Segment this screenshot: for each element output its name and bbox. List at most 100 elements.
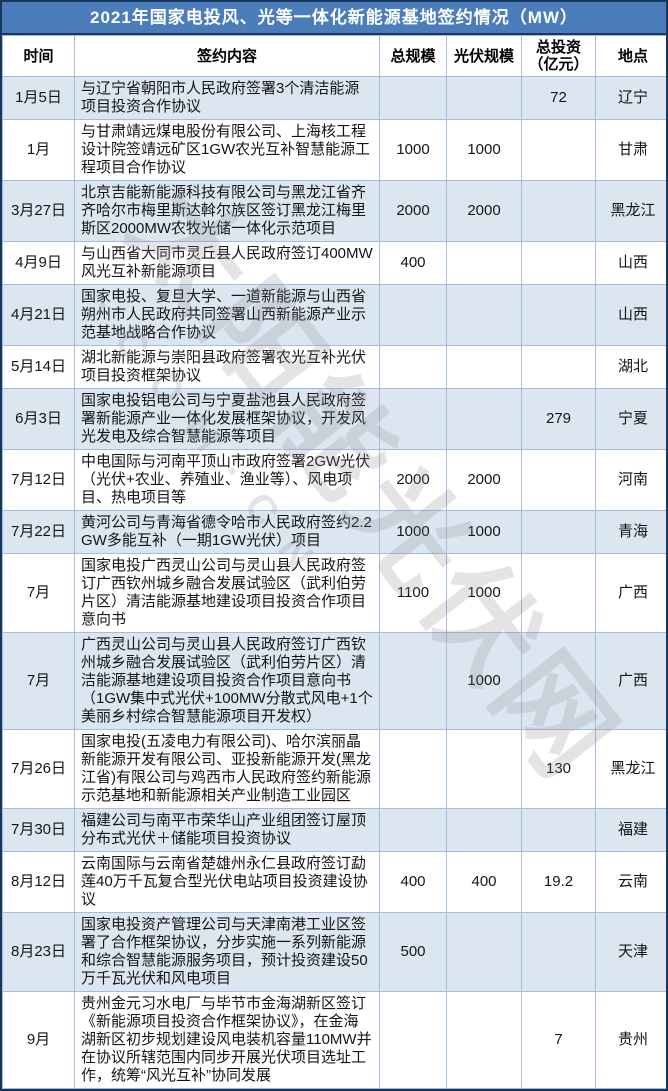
cell-content: 黄河公司与青海省德令哈市人民政府签约2.2GW多能互补（一期1GW光伏）项目 [75, 511, 380, 554]
cell-content: 中电国际与河南平顶山市政府签署2GW光伏（光伏+农业、养殖业、渔业等）、风电项目… [75, 450, 380, 511]
cell-content: 国家电投广西灵山公司与灵山县人民政府签订广西钦州城乡融合发展试验区（武利伯劳片区… [75, 554, 380, 633]
cell-content: 国家电投、复旦大学、一道新能源与山西省朔州市人民政府共同签署山西新能源产业示范基… [75, 285, 380, 346]
cell-investment [522, 346, 596, 389]
cell-investment [522, 285, 596, 346]
cell-content: 与辽宁省朝阳市人民政府签署3个清洁能源项目投资合作协议 [75, 77, 380, 120]
cell-total-scale [380, 633, 447, 730]
cell-investment [522, 120, 596, 181]
cell-pv-scale: 1000 [447, 511, 522, 554]
cell-total-scale [380, 285, 447, 346]
cell-pv-scale: 1000 [447, 554, 522, 633]
cell-total-scale: 2000 [380, 181, 447, 242]
table-row: 8月23日国家电投资产管理公司与天津南港工业区签署了合作框架协议，分步实施一系列… [3, 913, 668, 992]
header-investment: 总投资 （亿元） [522, 36, 596, 77]
cell-date: 1月 [3, 120, 75, 181]
table-row: 7月广西灵山公司与灵山县人民政府签订广西钦州城乡融合发展试验区（武利伯劳片区）清… [3, 633, 668, 730]
cell-date: 7月30日 [3, 809, 75, 852]
table-row: 7月30日福建公司与南平市荣华山产业组团签订屋顶分布式光伏＋储能项目投资协议 福建 [3, 809, 668, 852]
cell-investment: 7 [522, 992, 596, 1089]
cell-investment [522, 450, 596, 511]
cell-date: 7月22日 [3, 511, 75, 554]
cell-pv-scale [447, 992, 522, 1089]
table-row: 9月贵州金元习水电厂与毕节市金海湖新区签订《新能源项目投资合作框架协议》，在金海… [3, 992, 668, 1089]
cell-pv-scale: 2000 [447, 181, 522, 242]
cell-investment [522, 809, 596, 852]
cell-investment [522, 242, 596, 285]
cell-location: 贵州 [596, 992, 668, 1089]
cell-total-scale [380, 730, 447, 809]
cell-date: 7月26日 [3, 730, 75, 809]
cell-total-scale: 1000 [380, 511, 447, 554]
header-location: 地点 [596, 36, 668, 77]
cell-investment: 279 [522, 389, 596, 450]
cell-pv-scale [447, 809, 522, 852]
page-title: 2021年国家电投风、光等一体化新能源基地签约情况（MW） [2, 2, 666, 35]
cell-location: 山西 [596, 285, 668, 346]
cell-pv-scale: 2000 [447, 450, 522, 511]
table-header-row: 时间 签约内容 总规模 光伏规模 总投资 （亿元） 地点 [3, 36, 668, 77]
cell-content: 国家电投(五凌电力有限公司)、哈尔滨丽晶新能源开发有限公司、亚投新能源开发(黑龙… [75, 730, 380, 809]
cell-investment [522, 913, 596, 992]
cell-pv-scale: 1000 [447, 120, 522, 181]
cell-date: 8月23日 [3, 913, 75, 992]
cell-location: 湖北 [596, 346, 668, 389]
cell-investment: 72 [522, 77, 596, 120]
cell-date: 8月12日 [3, 852, 75, 913]
signing-table: 时间 签约内容 总规模 光伏规模 总投资 （亿元） 地点 1月5日与辽宁省朝阳市… [2, 35, 668, 1089]
cell-total-scale [380, 77, 447, 120]
cell-location: 广西 [596, 633, 668, 730]
cell-total-scale: 1100 [380, 554, 447, 633]
cell-pv-scale [447, 77, 522, 120]
cell-date: 3月27日 [3, 181, 75, 242]
table-row: 3月27日北京吉能新能源科技有限公司与黑龙江省齐齐哈尔市梅里斯达斡尔族区签订黑龙… [3, 181, 668, 242]
cell-investment: 130 [522, 730, 596, 809]
cell-date: 9月 [3, 992, 75, 1089]
cell-location: 黑龙江 [596, 730, 668, 809]
cell-total-scale: 400 [380, 242, 447, 285]
cell-content: 与甘肃靖远煤电股份有限公司、上海核工程设计院签靖远矿区1GW农光互补智慧能源工程… [75, 120, 380, 181]
cell-pv-scale: 1000 [447, 633, 522, 730]
cell-date: 6月3日 [3, 389, 75, 450]
cell-date: 4月9日 [3, 242, 75, 285]
cell-content: 与山西省大同市灵丘县人民政府签订400MW风光互补新能源项目 [75, 242, 380, 285]
header-pv-scale: 光伏规模 [447, 36, 522, 77]
cell-pv-scale [447, 730, 522, 809]
cell-pv-scale [447, 346, 522, 389]
cell-content: 国家电投资产管理公司与天津南港工业区签署了合作框架协议，分步实施一系列新能源和综… [75, 913, 380, 992]
cell-location: 辽宁 [596, 77, 668, 120]
header-date: 时间 [3, 36, 75, 77]
cell-location: 福建 [596, 809, 668, 852]
cell-location: 黑龙江 [596, 181, 668, 242]
cell-content: 福建公司与南平市荣华山产业组团签订屋顶分布式光伏＋储能项目投资协议 [75, 809, 380, 852]
table-row: 7月国家电投广西灵山公司与灵山县人民政府签订广西钦州城乡融合发展试验区（武利伯劳… [3, 554, 668, 633]
cell-total-scale: 500 [380, 913, 447, 992]
cell-total-scale [380, 809, 447, 852]
cell-pv-scale [447, 285, 522, 346]
cell-content: 湖北新能源与崇阳县政府签署农光互补光伏项目投资框架协议 [75, 346, 380, 389]
header-content: 签约内容 [75, 36, 380, 77]
table-row: 7月22日黄河公司与青海省德令哈市人民政府签约2.2GW多能互补（一期1GW光伏… [3, 511, 668, 554]
cell-location: 河南 [596, 450, 668, 511]
cell-content: 广西灵山公司与灵山县人民政府签订广西钦州城乡融合发展试验区（武利伯劳片区）清洁能… [75, 633, 380, 730]
cell-date: 5月14日 [3, 346, 75, 389]
cell-pv-scale: 400 [447, 852, 522, 913]
cell-content: 贵州金元习水电厂与毕节市金海湖新区签订《新能源项目投资合作框架协议》，在金海湖新… [75, 992, 380, 1089]
cell-location: 青海 [596, 511, 668, 554]
cell-location: 广西 [596, 554, 668, 633]
cell-date: 4月21日 [3, 285, 75, 346]
cell-content: 北京吉能新能源科技有限公司与黑龙江省齐齐哈尔市梅里斯达斡尔族区签订黑龙江梅里斯区… [75, 181, 380, 242]
cell-total-scale: 2000 [380, 450, 447, 511]
cell-location: 宁夏 [596, 389, 668, 450]
cell-total-scale [380, 992, 447, 1089]
table-row: 4月21日国家电投、复旦大学、一道新能源与山西省朔州市人民政府共同签署山西新能源… [3, 285, 668, 346]
cell-pv-scale [447, 242, 522, 285]
cell-date: 7月 [3, 633, 75, 730]
cell-content: 云南国际与云南省楚雄州永仁县政府签订勐莲40万千瓦复合型光伏电站项目投资建设协议 [75, 852, 380, 913]
cell-pv-scale [447, 913, 522, 992]
cell-location: 山西 [596, 242, 668, 285]
cell-date: 7月12日 [3, 450, 75, 511]
table-row: 6月3日国家电投铝电公司与宁夏盐池县人民政府签署新能源产业一体化发展框架协议，开… [3, 389, 668, 450]
